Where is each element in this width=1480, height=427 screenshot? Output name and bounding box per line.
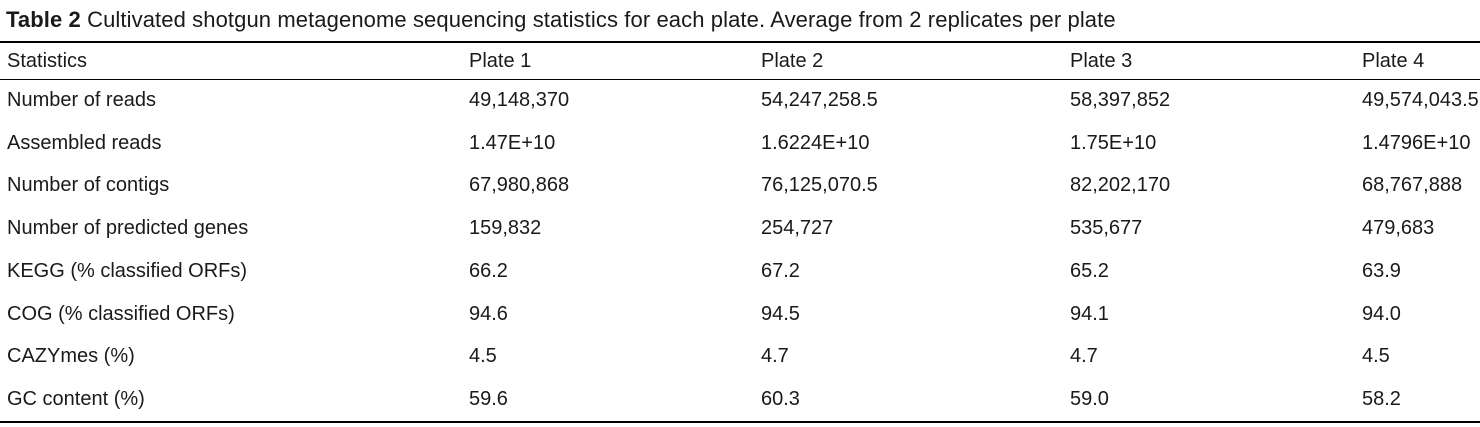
row-label: GC content (%)	[7, 388, 145, 411]
table-row: Number of reads 49,148,370 54,247,258.5 …	[0, 79, 1480, 122]
table-caption-text: Cultivated shotgun metagenome sequencing…	[87, 7, 1116, 32]
table-cell: 4.5	[469, 345, 497, 368]
statistics-table: Statistics Plate 1 Plate 2 Plate 3 Plate…	[0, 43, 1480, 421]
table-cell: 58.2	[1362, 388, 1401, 411]
row-label: COG (% classified ORFs)	[7, 302, 235, 325]
table-cell: 94.5	[761, 302, 800, 325]
header-plate-3: Plate 3	[1070, 49, 1133, 72]
header-row: Statistics Plate 1 Plate 2 Plate 3 Plate…	[0, 43, 1480, 79]
table-caption-label: Table 2	[6, 7, 81, 32]
table-row: KEGG (% classified ORFs) 66.2 67.2 65.2 …	[0, 250, 1480, 293]
table-row: Number of contigs 67,980,868 76,125,070.…	[0, 165, 1480, 208]
table-row: CAZYmes (%) 4.5 4.7 4.7 4.5	[0, 336, 1480, 379]
table-cell: 58,397,852	[1070, 88, 1171, 111]
table-cell: 94.1	[1070, 302, 1109, 325]
table-top-rule	[0, 41, 1480, 43]
table-cell: 54,247,258.5	[761, 88, 878, 111]
table-cell: 4.5	[1362, 345, 1390, 368]
table-cell: 1.4796E+10	[1362, 131, 1471, 154]
table-body: Number of reads 49,148,370 54,247,258.5 …	[0, 79, 1480, 421]
table-cell: 94.6	[469, 302, 508, 325]
table-cell: 4.7	[761, 345, 789, 368]
table-header: Statistics Plate 1 Plate 2 Plate 3 Plate…	[0, 43, 1480, 79]
table-cell: 60.3	[761, 388, 800, 411]
row-label: Number of predicted genes	[7, 217, 249, 240]
table-row: COG (% classified ORFs) 94.6 94.5 94.1 9…	[0, 293, 1480, 336]
table-cell: 59.6	[469, 388, 508, 411]
table-cell: 159,832	[469, 217, 542, 240]
table-cell: 94.0	[1362, 302, 1401, 325]
row-label: KEGG (% classified ORFs)	[7, 259, 248, 282]
table-cell: 59.0	[1070, 388, 1109, 411]
table-cell: 4.7	[1070, 345, 1098, 368]
header-plate-1: Plate 1	[469, 49, 532, 72]
table-row: Number of predicted genes 159,832 254,72…	[0, 207, 1480, 250]
table-header-rule	[0, 79, 1480, 80]
table-cell: 65.2	[1070, 259, 1109, 282]
table-cell: 63.9	[1362, 259, 1401, 282]
table-cell: 1.47E+10	[469, 131, 556, 154]
table-cell: 535,677	[1070, 217, 1143, 240]
table-cell: 68,767,888	[1362, 174, 1463, 197]
table-cell: 82,202,170	[1070, 174, 1171, 197]
row-label: CAZYmes (%)	[7, 345, 135, 368]
table-row: GC content (%) 59.6 60.3 59.0 58.2	[0, 378, 1480, 421]
table-cell: 66.2	[469, 259, 508, 282]
row-label: Number of reads	[7, 88, 156, 111]
table-cell: 67.2	[761, 259, 800, 282]
header-plate-2: Plate 2	[761, 49, 824, 72]
table-cell: 479,683	[1362, 217, 1435, 240]
header-statistics: Statistics	[7, 49, 88, 72]
table-cell: 49,148,370	[469, 88, 570, 111]
table-cell: 76,125,070.5	[761, 174, 878, 197]
table-caption: Table 2 Cultivated shotgun metagenome se…	[6, 6, 1116, 34]
table-cell: 1.6224E+10	[761, 131, 870, 154]
table-cell: 67,980,868	[469, 174, 570, 197]
header-plate-4: Plate 4	[1362, 49, 1425, 72]
row-label: Number of contigs	[7, 174, 170, 197]
row-label: Assembled reads	[7, 131, 162, 154]
table-cell: 1.75E+10	[1070, 131, 1157, 154]
table-row: Assembled reads 1.47E+10 1.6224E+10 1.75…	[0, 122, 1480, 165]
table-cell: 254,727	[761, 217, 834, 240]
table-cell: 49,574,043.5	[1362, 88, 1479, 111]
table-bottom-rule	[0, 421, 1480, 423]
